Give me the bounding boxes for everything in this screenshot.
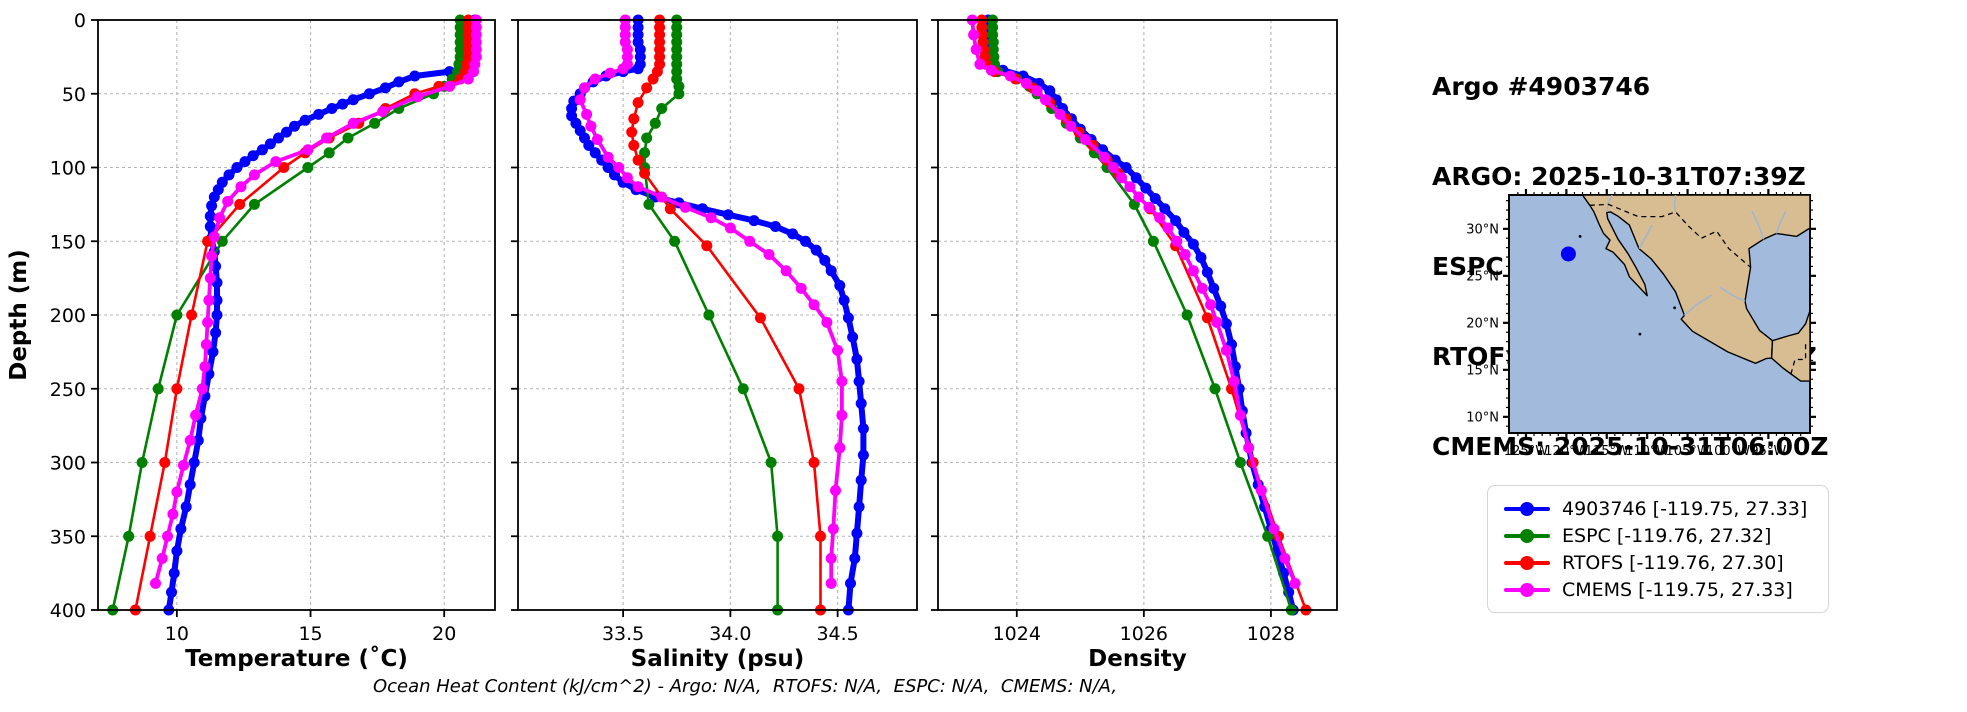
river xyxy=(1683,294,1713,316)
svg-text:10: 10 xyxy=(165,623,189,645)
series-cmems-salinity xyxy=(574,14,848,589)
svg-text:50: 50 xyxy=(62,84,86,106)
svg-text:34.5: 34.5 xyxy=(816,623,858,645)
svg-text:0: 0 xyxy=(74,10,86,32)
landmass xyxy=(1770,309,1810,382)
float-position-marker xyxy=(1560,246,1576,262)
svg-text:250: 250 xyxy=(50,379,86,401)
map-lon-tick: 95°W xyxy=(1750,444,1786,459)
legend-item-espc: ESPC [-119.76, 27.32] xyxy=(1504,522,1828,549)
svg-text:15: 15 xyxy=(298,623,322,645)
map-lat-tick: 30°N xyxy=(1466,222,1499,237)
map-lon-tick: 125°W xyxy=(1504,444,1548,459)
ocean-heat-content-note: Ocean Heat Content (kJ/cm^2) - Argo: N/A… xyxy=(372,676,1118,697)
map-lon-tick: 115°W xyxy=(1585,444,1629,459)
island xyxy=(1638,332,1642,336)
series-cmems-temperature xyxy=(150,14,482,589)
map-lat-tick: 15°N xyxy=(1466,363,1499,378)
svg-text:200: 200 xyxy=(50,305,86,327)
country-border xyxy=(1589,203,1752,268)
map-lat-tick: 20°N xyxy=(1466,316,1499,331)
map-lat-tick: 10°N xyxy=(1466,410,1499,425)
legend-item-argo: 4903746 [-119.75, 27.33] xyxy=(1504,495,1828,522)
panel-salinity: 33.5 34.0 34.5 Salinity (psu) xyxy=(511,14,918,672)
legend: 4903746 [-119.75, 27.33] ESPC [-119.76, … xyxy=(1487,485,1829,613)
panel-density: 1024 1026 1028 Density xyxy=(931,14,1338,672)
map-lon-tick: 100°W xyxy=(1706,444,1750,459)
svg-text:1024: 1024 xyxy=(993,623,1041,645)
svg-text:300: 300 xyxy=(50,453,86,475)
argo-timestamp: ARGO: 2025-10-31T07:39Z xyxy=(1432,162,1806,191)
map-lat-tick: 25°N xyxy=(1466,269,1499,284)
map-lon-tick: 105°W xyxy=(1665,444,1709,459)
argo-line-marker-icon xyxy=(1504,501,1550,517)
temperature-axis-label: Temperature (˚C) xyxy=(185,645,408,672)
svg-text:20: 20 xyxy=(432,623,456,645)
depth-axis-label: Depth (m) xyxy=(6,249,32,381)
svg-text:33.5: 33.5 xyxy=(602,623,644,645)
map-lon-tick: 120°W xyxy=(1544,444,1588,459)
legend-label: CMEMS [-119.75, 27.33] xyxy=(1562,578,1793,601)
espc-line-marker-icon xyxy=(1504,528,1550,544)
series-espc-salinity xyxy=(639,14,784,616)
density-axis-label: Density xyxy=(1088,646,1187,672)
legend-item-cmems: CMEMS [-119.75, 27.33] xyxy=(1504,576,1828,603)
svg-text:1026: 1026 xyxy=(1120,623,1168,645)
legend-label: 4903746 [-119.75, 27.33] xyxy=(1562,497,1808,520)
salinity-axis-label: Salinity (psu) xyxy=(631,646,805,672)
svg-text:150: 150 xyxy=(50,231,86,253)
island xyxy=(1578,235,1582,238)
river xyxy=(1638,224,1653,249)
island xyxy=(1673,306,1676,310)
legend-label: RTOFS [-119.76, 27.30] xyxy=(1562,551,1784,574)
river xyxy=(1719,286,1746,302)
river xyxy=(1673,195,1677,212)
svg-text:100: 100 xyxy=(50,158,86,180)
panel-temperature: 10 15 20050100150200250300350400Temperatur… xyxy=(50,10,496,672)
country-border xyxy=(1790,343,1807,375)
series-cmems-density xyxy=(966,14,1301,589)
series-rtofs-salinity xyxy=(626,14,826,616)
river xyxy=(1751,210,1765,240)
svg-text:400: 400 xyxy=(50,600,86,622)
legend-label: ESPC [-119.76, 27.32] xyxy=(1562,524,1772,547)
figure-title: Argo #4903746 xyxy=(1432,72,1651,101)
river xyxy=(1775,210,1787,234)
svg-text:1028: 1028 xyxy=(1247,623,1295,645)
svg-text:34.0: 34.0 xyxy=(709,623,751,645)
cmems-timestamp: CMEMS: 2025-10-31T06:00Z xyxy=(1432,432,1829,461)
svg-text:350: 350 xyxy=(50,526,86,548)
rtofs-line-marker-icon xyxy=(1504,555,1550,571)
map-lon-tick: 110°W xyxy=(1625,444,1669,459)
cmems-line-marker-icon xyxy=(1504,582,1550,598)
landmass xyxy=(1581,195,1810,365)
legend-item-rtofs: RTOFS [-119.76, 27.30] xyxy=(1504,549,1828,576)
